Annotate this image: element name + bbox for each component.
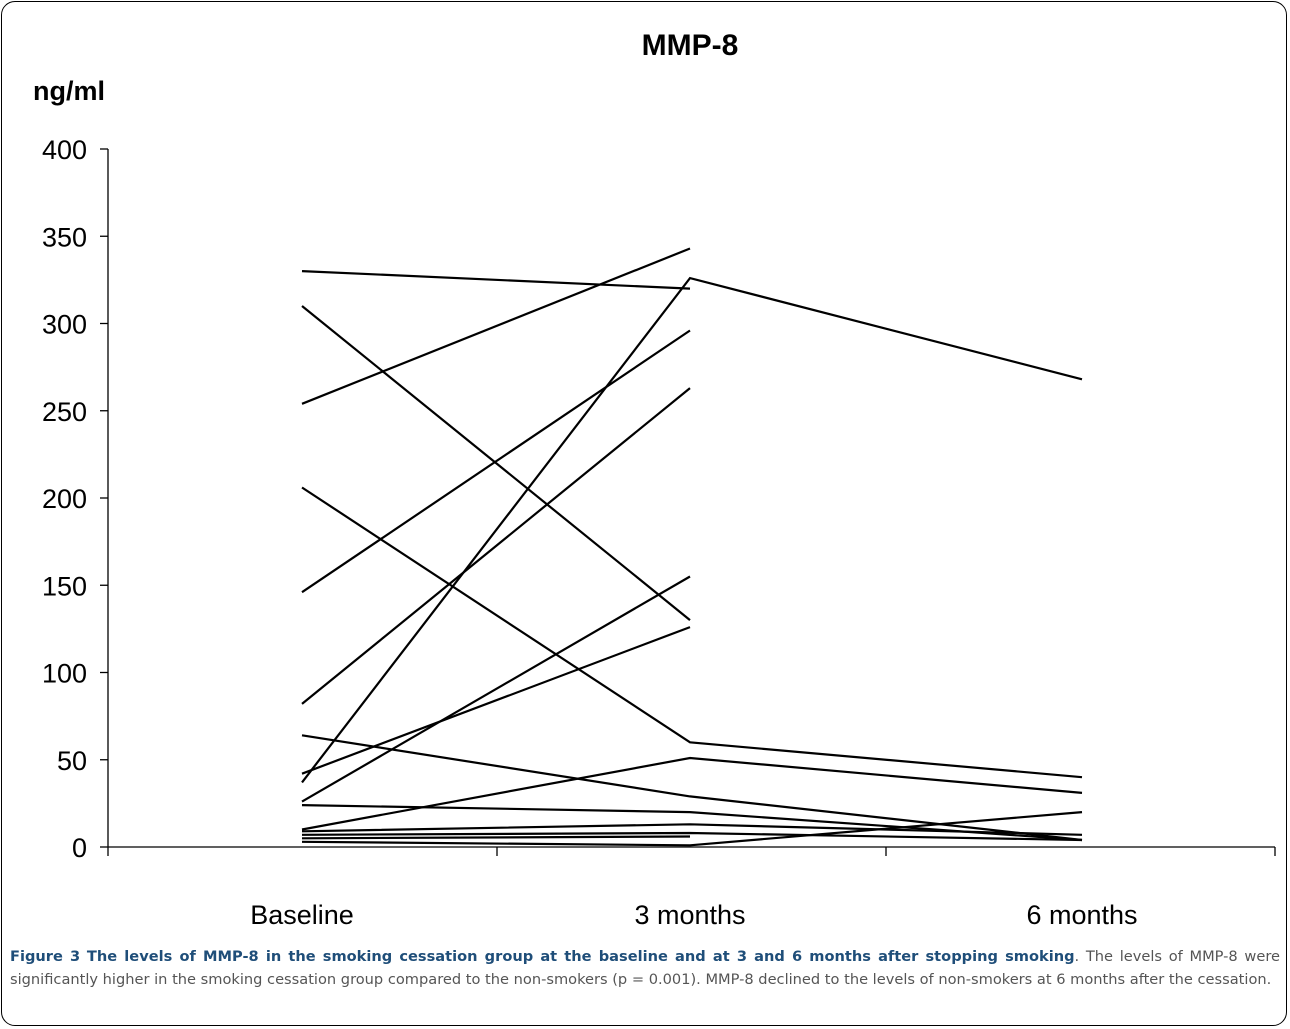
y-tick-label: 200: [42, 484, 87, 514]
y-tick-label: 50: [57, 746, 87, 776]
series-line-4: [301, 486, 1083, 779]
series-line-12: [301, 756, 1083, 831]
y-tick-label: 0: [72, 833, 87, 863]
y-tick-label: 150: [42, 571, 87, 601]
y-tick-label: 300: [42, 310, 87, 340]
line-chart: MMP-8 ng/ml 0 50 100 150 200 250 300 350 400 Bas…: [33, 29, 1276, 930]
y-tick-label: 250: [42, 397, 87, 427]
series-line-6: [301, 387, 691, 705]
series-line-7: [301, 734, 1083, 842]
series-line-8: [301, 626, 691, 775]
x-axis-ticks: Baseline 3 months 6 months: [107, 847, 1276, 930]
series-line-16: [301, 811, 1083, 847]
x-tick-label: 3 months: [634, 900, 745, 930]
series-line-10: [301, 575, 691, 803]
y-tick-label: 400: [42, 135, 87, 165]
series-line-5: [301, 329, 691, 594]
x-tick-label: 6 months: [1026, 900, 1137, 930]
series-line-14: [301, 831, 1083, 842]
chart-title: MMP-8: [642, 29, 739, 62]
series-line-3: [301, 247, 691, 405]
series-line-1: [301, 270, 691, 290]
series-line-15: [301, 835, 691, 840]
caption-body: . The levels of MMP-8 were significantly…: [10, 948, 1280, 988]
x-tick-label: Baseline: [250, 900, 354, 930]
caption-label: Figure 3: [10, 948, 81, 965]
series-line-13: [301, 823, 1083, 836]
series-lines: [301, 247, 1083, 847]
y-tick-label: 350: [42, 222, 87, 252]
y-axis-label: ng/ml: [33, 76, 105, 106]
series-line-2: [301, 305, 691, 621]
caption-headline: The levels of MMP-8 in the smoking cessa…: [86, 948, 1075, 965]
series-line-9: [301, 276, 1083, 784]
y-tick-label: 100: [42, 659, 87, 689]
y-axis-ticks: 0 50 100 150 200 250 300 350 400: [42, 135, 108, 863]
figure-caption: Figure 3 The levels of MMP-8 in the smok…: [10, 945, 1280, 991]
